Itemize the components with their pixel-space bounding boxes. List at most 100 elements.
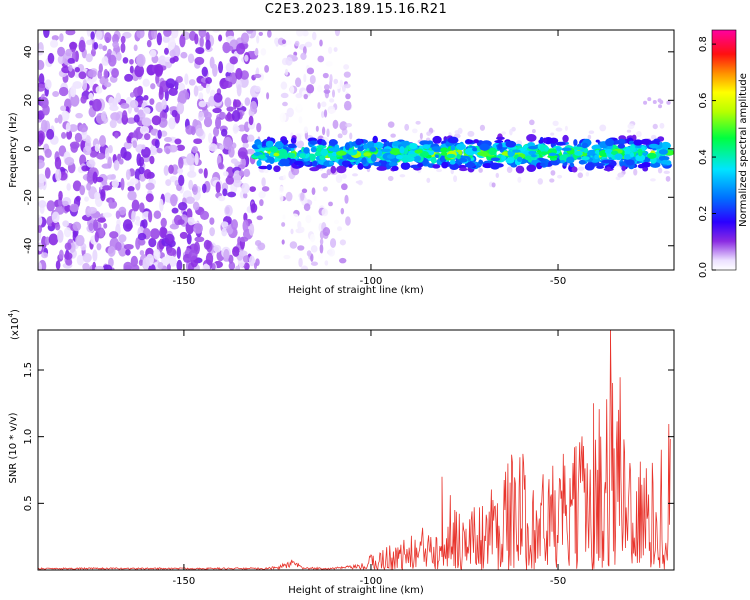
spectrogram-cell [401, 156, 409, 163]
spectrogram-cell [265, 140, 274, 148]
spectrogram-cell [38, 241, 43, 252]
spectrogram-cell [64, 204, 72, 212]
spectrogram-cell [305, 214, 312, 224]
spectrogram-cell [118, 234, 127, 243]
spectrogram-cell [511, 126, 516, 132]
spectrogram-cell [633, 139, 643, 146]
spectrogram-cell [62, 200, 69, 207]
spectrogram-cell [242, 142, 249, 149]
spectrogram-cell [178, 174, 185, 187]
spectrogram-xtick-label: -50 [550, 276, 566, 287]
spectrogram-cell [372, 161, 382, 167]
spectrogram-cell [76, 254, 85, 266]
spectrogram-cell [539, 151, 549, 156]
spectrogram-cell [169, 49, 176, 58]
spectrogram-cell [123, 243, 134, 250]
spectrogram-cell [344, 194, 349, 204]
spectrogram-cell [218, 61, 224, 74]
spectrogram-cell [223, 81, 233, 88]
spectrogram-cell [528, 145, 538, 150]
spectrogram-cell [453, 175, 458, 183]
spectrogram-cell [552, 120, 559, 127]
spectrogram-cell [361, 157, 367, 165]
spectrogram-cell [223, 171, 229, 177]
spectrogram-cell [505, 140, 517, 148]
spectrogram-cell [74, 67, 81, 73]
spectrogram-cell [388, 161, 398, 167]
spectrogram-cell [250, 203, 258, 213]
spectrogram-cell [432, 164, 441, 169]
spectrogram-cell [127, 190, 137, 201]
spectrogram-cell [294, 40, 300, 47]
spectrogram-cell [279, 158, 290, 166]
spectrogram-cell [135, 237, 141, 250]
spectrogram-cell [314, 151, 321, 157]
spectrogram-cell [329, 155, 337, 162]
spectrogram-cell [317, 253, 324, 260]
spectrogram-cell [213, 244, 222, 253]
spectrogram-cell [64, 156, 75, 166]
spectrogram-cell [441, 161, 449, 169]
spectrogram-cell [494, 140, 504, 144]
spectrogram-cell [187, 216, 195, 226]
spectrogram-cell [185, 196, 195, 205]
spectrogram-cell [134, 64, 145, 78]
spectrogram-cell [93, 41, 99, 50]
spectrogram-cell [330, 165, 337, 174]
spectrogram-cell [209, 227, 215, 237]
spectrogram-cell [326, 168, 332, 176]
spectrogram-cell [69, 41, 78, 50]
spectrogram-cell [123, 151, 132, 161]
spectrogram-cell [643, 100, 648, 105]
spectrogram-cell [131, 210, 136, 223]
spectrogram-cell [115, 92, 122, 103]
spectrogram-cell [138, 166, 145, 175]
spectrogram-cell [177, 167, 184, 174]
spectrogram-cell [647, 97, 652, 102]
spectrogram-cell [102, 45, 108, 52]
spectrogram-cell [336, 165, 347, 174]
spectrogram-cell [495, 136, 505, 140]
spectrogram-cell [248, 255, 255, 267]
spectrogram-cell [118, 158, 124, 165]
spectrogram-cell [55, 168, 62, 182]
spectrogram-cell [218, 34, 223, 42]
spectrogram-cell [229, 72, 238, 85]
spectrogram-cell [341, 173, 347, 179]
spectrogram-cell [146, 39, 152, 48]
spectrogram-cell [38, 224, 43, 234]
spectrogram-cell [300, 192, 305, 201]
spectrogram-cell [58, 249, 64, 260]
spectrogram-cell [169, 223, 180, 230]
spectrogram-cell [242, 219, 249, 233]
spectrogram-cell [102, 264, 113, 270]
spectrogram-cell [137, 109, 144, 117]
svg-text:(x104): (x104) [7, 309, 21, 340]
spectrogram-cell [120, 102, 130, 109]
snr-multiplier: (x104) [7, 309, 21, 340]
spectrogram-cell [242, 192, 248, 199]
spectrogram-cell [86, 182, 92, 191]
spectrogram-cell [44, 148, 52, 159]
spectrogram-cell [491, 182, 496, 188]
spectrogram-cell [84, 139, 92, 152]
spectrogram-cell [341, 183, 348, 191]
spectrogram-cell [96, 243, 102, 251]
spectrogram-cell [129, 92, 135, 98]
spectrogram-cell [261, 186, 270, 192]
spectrogram-cell [472, 147, 478, 152]
spectrogram-cell [531, 129, 536, 134]
spectrogram-cell [198, 100, 207, 108]
spectrogram-cell [227, 191, 237, 198]
spectrogram-cell [94, 231, 99, 243]
spectrogram-cell [205, 82, 211, 94]
spectrogram-cell [145, 193, 154, 203]
spectrogram-xlabel: Height of straight line (km) [288, 285, 424, 296]
spectrogram-cell [159, 226, 167, 239]
spectrogram-cell [178, 90, 188, 104]
spectrogram-cell [549, 178, 555, 183]
spectrogram-cell [320, 111, 325, 119]
spectrogram-cell [323, 89, 331, 94]
spectrogram-cell [599, 124, 607, 132]
spectrogram-cell [628, 140, 635, 145]
